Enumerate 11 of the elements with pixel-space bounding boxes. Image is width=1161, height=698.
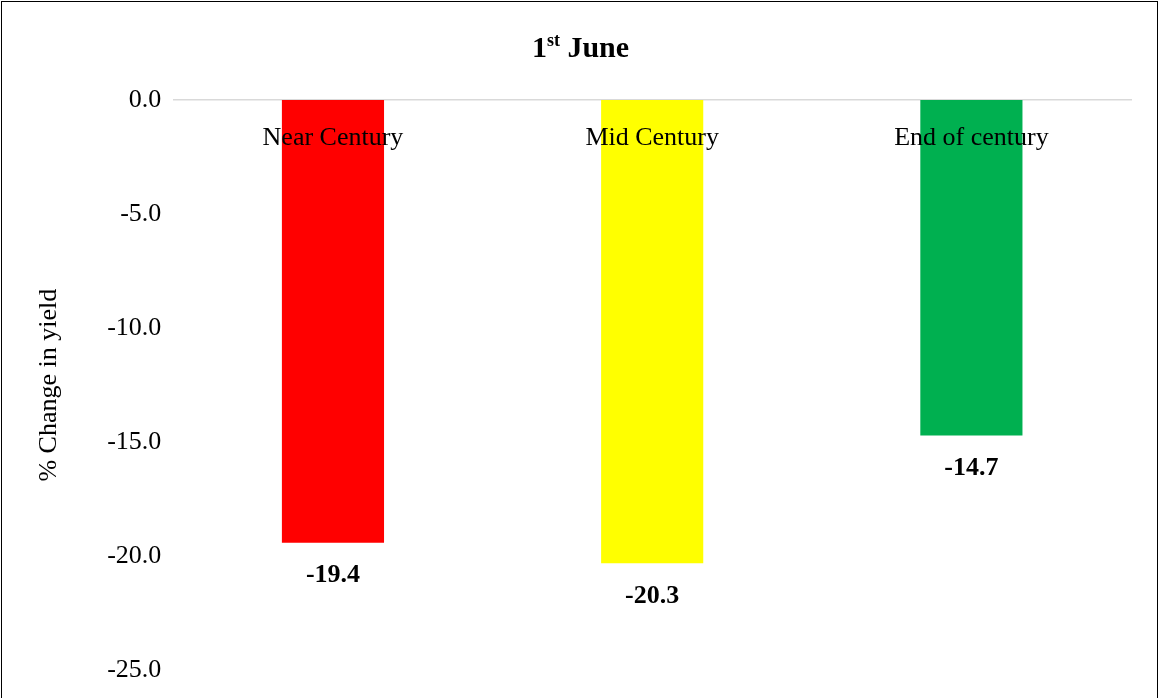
y-tick-label: -5.0 [120,197,162,227]
y-tick-label: -20.0 [107,540,162,570]
y-tick-label: 0.0 [128,83,162,113]
y-tick-label: -15.0 [107,426,162,456]
y-axis-title: % Change in yield [33,288,63,482]
y-tick-label: -10.0 [107,311,162,341]
data-label: -19.4 [305,559,361,589]
chart-title: 1$^{st}$ June [530,30,631,64]
data-label: -14.7 [944,452,999,482]
y-tick-label: -25.0 [107,654,162,684]
data-label: -20.3 [625,579,680,609]
